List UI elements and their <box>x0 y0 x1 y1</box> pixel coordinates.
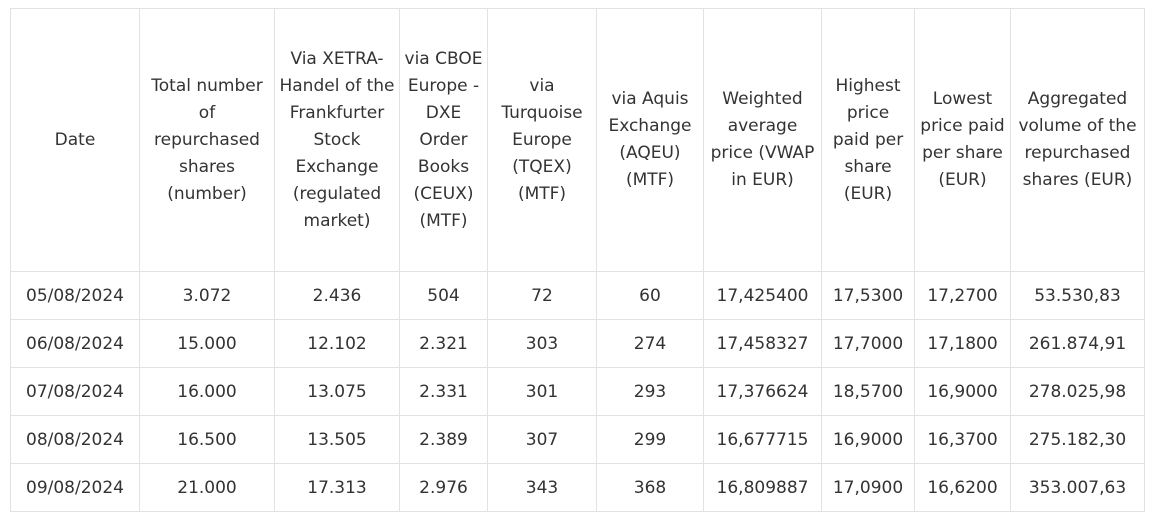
header-cell: Highest price paid per share (EUR) <box>821 8 915 272</box>
value-cell: 16,677715 <box>703 415 822 464</box>
value-cell: 17,1800 <box>914 319 1011 368</box>
value-cell: 17,2700 <box>914 271 1011 320</box>
value-cell: 16,3700 <box>914 415 1011 464</box>
value-cell: 17,425400 <box>703 271 822 320</box>
header-cell: Aggregated volume of the repurchased sha… <box>1010 8 1145 272</box>
header-cell: via Aquis Exchange (AQEU) (MTF) <box>596 8 704 272</box>
table-body: 05/08/2024 3.072 2.436 504 72 60 17,425400 17,5… <box>10 271 1145 512</box>
value-cell: 299 <box>596 415 704 464</box>
data-row: 09/08/2024 21.000 17.313 2.976 343 368 16,8098… <box>10 463 1145 512</box>
value-cell: 16,9000 <box>821 415 915 464</box>
header-cell: Weighted average price (VWAP in EUR) <box>703 8 822 272</box>
value-cell: 2.436 <box>274 271 400 320</box>
header-cell: Total number of repurchased shares (numb… <box>139 8 275 272</box>
value-cell: 53.530,83 <box>1010 271 1145 320</box>
value-cell: 343 <box>487 463 597 512</box>
date-cell: 06/08/2024 <box>10 319 140 368</box>
date-cell: 07/08/2024 <box>10 367 140 416</box>
header-row: Date Total number of repurchased shares (… <box>10 8 1145 272</box>
data-row: 05/08/2024 3.072 2.436 504 72 60 17,425400 17,5… <box>10 271 1145 320</box>
value-cell: 13.505 <box>274 415 400 464</box>
value-cell: 17.313 <box>274 463 400 512</box>
date-cell: 08/08/2024 <box>10 415 140 464</box>
value-cell: 12.102 <box>274 319 400 368</box>
value-cell: 16.500 <box>139 415 275 464</box>
value-cell: 16.000 <box>139 367 275 416</box>
value-cell: 504 <box>399 271 488 320</box>
value-cell: 17,5300 <box>821 271 915 320</box>
value-cell: 16,809887 <box>703 463 822 512</box>
value-cell: 18,5700 <box>821 367 915 416</box>
date-cell: 05/08/2024 <box>10 271 140 320</box>
value-cell: 353.007,63 <box>1010 463 1145 512</box>
header-cell: Date <box>10 8 140 272</box>
value-cell: 17,7000 <box>821 319 915 368</box>
header-cell: via Turquoise Europe (TQEX) (MTF) <box>487 8 597 272</box>
value-cell: 16,9000 <box>914 367 1011 416</box>
value-cell: 293 <box>596 367 704 416</box>
data-row: 07/08/2024 16.000 13.075 2.331 301 293 17,3766… <box>10 367 1145 416</box>
value-cell: 307 <box>487 415 597 464</box>
value-cell: 278.025,98 <box>1010 367 1145 416</box>
value-cell: 2.976 <box>399 463 488 512</box>
value-cell: 16,6200 <box>914 463 1011 512</box>
data-row: 08/08/2024 16.500 13.505 2.389 307 299 16,6777… <box>10 415 1145 464</box>
value-cell: 2.389 <box>399 415 488 464</box>
value-cell: 303 <box>487 319 597 368</box>
value-cell: 2.321 <box>399 319 488 368</box>
value-cell: 2.331 <box>399 367 488 416</box>
value-cell: 368 <box>596 463 704 512</box>
date-cell: 09/08/2024 <box>10 463 140 512</box>
repurchase-table: Date Total number of repurchased shares (… <box>10 8 1145 512</box>
value-cell: 17,0900 <box>821 463 915 512</box>
header-cell: via CBOE Europe - DXE Order Books (CEUX)… <box>399 8 488 272</box>
value-cell: 17,376624 <box>703 367 822 416</box>
value-cell: 15.000 <box>139 319 275 368</box>
value-cell: 72 <box>487 271 597 320</box>
value-cell: 17,458327 <box>703 319 822 368</box>
header-cell: Lowest price paid per share (EUR) <box>914 8 1011 272</box>
value-cell: 275.182,30 <box>1010 415 1145 464</box>
value-cell: 274 <box>596 319 704 368</box>
value-cell: 301 <box>487 367 597 416</box>
value-cell: 21.000 <box>139 463 275 512</box>
value-cell: 13.075 <box>274 367 400 416</box>
header-cell: Via XETRA-Handel of the Frankfurter Stoc… <box>274 8 400 272</box>
value-cell: 261.874,91 <box>1010 319 1145 368</box>
value-cell: 3.072 <box>139 271 275 320</box>
data-row: 06/08/2024 15.000 12.102 2.321 303 274 17,4583… <box>10 319 1145 368</box>
value-cell: 60 <box>596 271 704 320</box>
